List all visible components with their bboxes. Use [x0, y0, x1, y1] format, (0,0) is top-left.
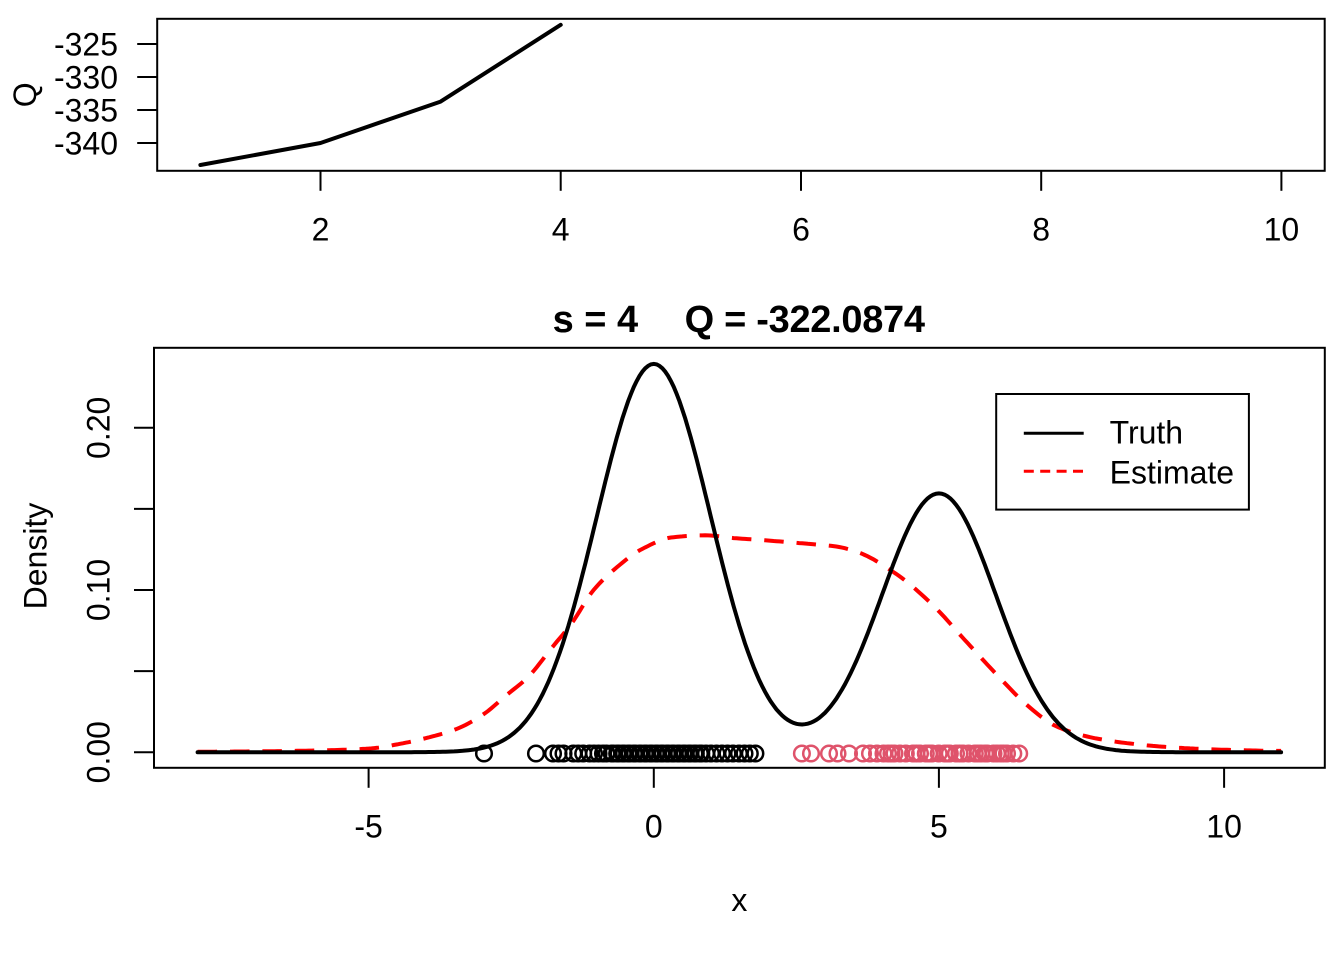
svg-text:Truth: Truth [1110, 415, 1184, 451]
svg-text:2: 2 [312, 211, 330, 247]
svg-text:Estimate: Estimate [1110, 455, 1234, 491]
svg-text:8: 8 [1032, 211, 1050, 247]
svg-text:0.20: 0.20 [81, 397, 117, 459]
svg-text:Q = -322.0874: Q = -322.0874 [685, 299, 925, 341]
svg-text:6: 6 [792, 211, 810, 247]
svg-text:-335: -335 [54, 93, 118, 129]
svg-text:-340: -340 [54, 126, 118, 162]
svg-text:-330: -330 [54, 60, 118, 96]
svg-text:10: 10 [1264, 211, 1300, 247]
svg-text:-325: -325 [54, 27, 118, 63]
svg-text:10: 10 [1206, 808, 1242, 844]
svg-text:Q: Q [7, 82, 43, 107]
svg-text:5: 5 [930, 808, 948, 844]
svg-text:-5: -5 [354, 808, 382, 844]
svg-text:0.10: 0.10 [81, 559, 117, 621]
svg-text:s = 4: s = 4 [553, 299, 639, 341]
svg-text:0: 0 [645, 808, 663, 844]
svg-text:x: x [731, 882, 747, 918]
svg-text:4: 4 [552, 211, 570, 247]
svg-text:0.00: 0.00 [81, 721, 117, 783]
svg-text:Density: Density [18, 503, 54, 610]
